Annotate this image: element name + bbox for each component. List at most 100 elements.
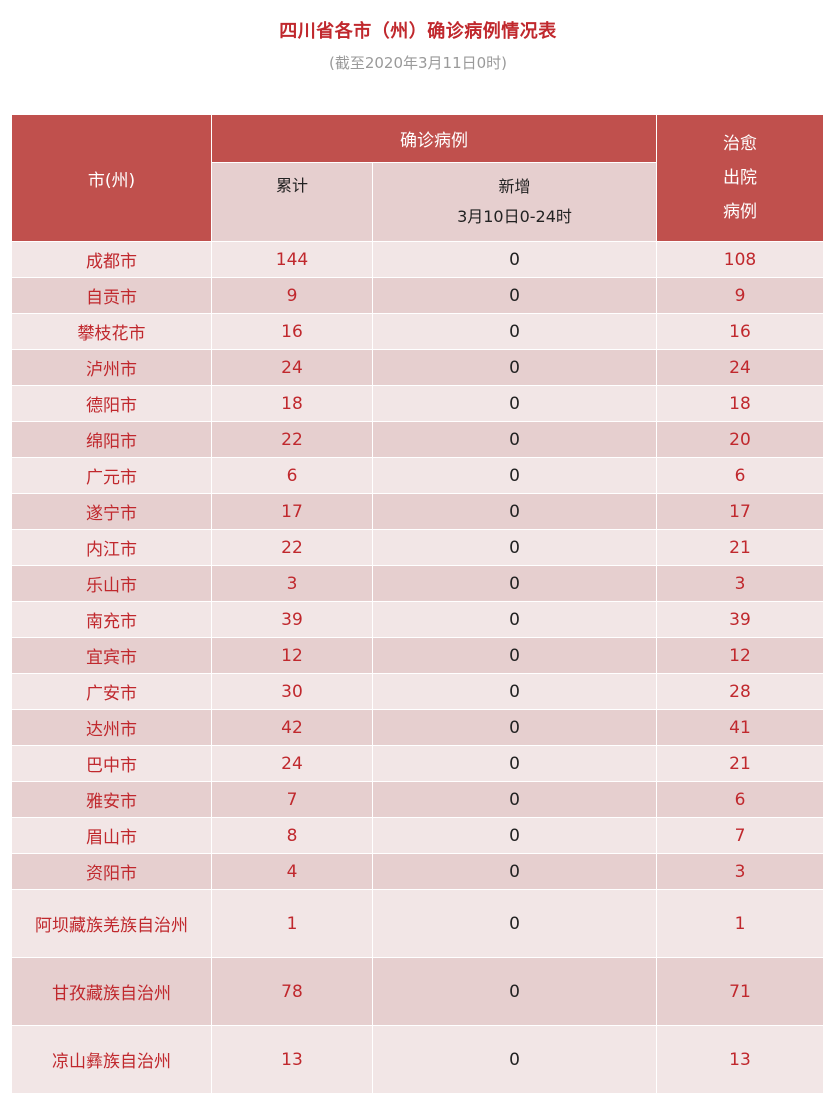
cell-recovered: 28 [656, 673, 824, 710]
table-row: 乐山市 3 0 3 [11, 565, 824, 602]
cell-city: 眉山市 [11, 817, 212, 854]
table-row: 巴中市 24 0 21 [11, 745, 824, 782]
table-row: 自贡市 9 0 9 [11, 277, 824, 314]
cell-cumulative: 22 [211, 529, 373, 566]
cell-recovered: 6 [656, 781, 824, 818]
cell-new: 0 [372, 637, 657, 674]
cell-cumulative: 39 [211, 601, 373, 638]
table-row: 达州市 42 0 41 [11, 709, 824, 746]
cell-cumulative: 12 [211, 637, 373, 674]
cell-new: 0 [372, 277, 657, 314]
cell-cumulative: 8 [211, 817, 373, 854]
table-row: 阿坝藏族羌族自治州 1 0 1 [11, 889, 824, 958]
header-cumulative: 累计 [211, 162, 373, 242]
table-row: 攀枝花市 16 0 16 [11, 313, 824, 350]
cell-recovered: 21 [656, 529, 824, 566]
cell-cumulative: 24 [211, 349, 373, 386]
cell-new: 0 [372, 241, 657, 278]
cell-recovered: 24 [656, 349, 824, 386]
cell-recovered: 20 [656, 421, 824, 458]
cell-city: 南充市 [11, 601, 212, 638]
table-row: 南充市 39 0 39 [11, 601, 824, 638]
cell-cumulative: 7 [211, 781, 373, 818]
table-row: 广元市 6 0 6 [11, 457, 824, 494]
cell-recovered: 41 [656, 709, 824, 746]
cell-city: 德阳市 [11, 385, 212, 422]
cell-new: 0 [372, 421, 657, 458]
table-row: 内江市 22 0 21 [11, 529, 824, 566]
table-row: 眉山市 8 0 7 [11, 817, 824, 854]
cell-recovered: 3 [656, 565, 824, 602]
cell-city: 乐山市 [11, 565, 212, 602]
table-row: 成都市 144 0 108 [11, 241, 824, 278]
cell-recovered: 16 [656, 313, 824, 350]
cell-new: 0 [372, 529, 657, 566]
cell-recovered: 7 [656, 817, 824, 854]
cell-city: 达州市 [11, 709, 212, 746]
cell-city: 攀枝花市 [11, 313, 212, 350]
table-body: 成都市 144 0 108 自贡市 9 0 9 攀枝花市 16 0 16 泸州市 24 0 24 德阳市 18 0 1… [11, 241, 824, 1094]
cell-cumulative: 78 [211, 957, 373, 1026]
cases-table: 市(州) 确诊病例 治愈 出院 病例 累计 新增 3月10日0-24时 成都市 1… [11, 114, 824, 1094]
cell-new: 0 [372, 817, 657, 854]
table-row: 广安市 30 0 28 [11, 673, 824, 710]
table-row: 泸州市 24 0 24 [11, 349, 824, 386]
cell-cumulative: 16 [211, 313, 373, 350]
table-row: 绵阳市 22 0 20 [11, 421, 824, 458]
cell-new: 0 [372, 745, 657, 782]
cell-city: 自贡市 [11, 277, 212, 314]
cell-recovered: 13 [656, 1025, 824, 1094]
table-header: 市(州) 确诊病例 治愈 出院 病例 累计 新增 3月10日0-24时 [11, 114, 824, 242]
cell-city: 巴中市 [11, 745, 212, 782]
cell-cumulative: 22 [211, 421, 373, 458]
header-recovered: 治愈 出院 病例 [656, 114, 824, 242]
cell-city: 泸州市 [11, 349, 212, 386]
cell-recovered: 18 [656, 385, 824, 422]
cell-cumulative: 17 [211, 493, 373, 530]
cell-city: 广元市 [11, 457, 212, 494]
cell-new: 0 [372, 313, 657, 350]
cell-city: 绵阳市 [11, 421, 212, 458]
cell-city: 宜宾市 [11, 637, 212, 674]
page-title: 四川省各市（州）确诊病例情况表 [279, 21, 557, 42]
cell-cumulative: 6 [211, 457, 373, 494]
cell-city: 甘孜藏族自治州 [11, 957, 212, 1026]
cell-cumulative: 13 [211, 1025, 373, 1094]
cell-cumulative: 9 [211, 277, 373, 314]
cell-cumulative: 42 [211, 709, 373, 746]
cell-recovered: 71 [656, 957, 824, 1026]
table-row: 德阳市 18 0 18 [11, 385, 824, 422]
cell-new: 0 [372, 565, 657, 602]
cell-city: 雅安市 [11, 781, 212, 818]
cell-city: 内江市 [11, 529, 212, 566]
cell-cumulative: 3 [211, 565, 373, 602]
cell-cumulative: 144 [211, 241, 373, 278]
cell-new: 0 [372, 349, 657, 386]
cell-city: 资阳市 [11, 853, 212, 890]
cell-new: 0 [372, 781, 657, 818]
cell-city: 广安市 [11, 673, 212, 710]
cell-city: 阿坝藏族羌族自治州 [11, 889, 212, 958]
header-recovered-line3: 病例 [723, 202, 757, 222]
cell-cumulative: 30 [211, 673, 373, 710]
cell-recovered: 12 [656, 637, 824, 674]
table-row: 宜宾市 12 0 12 [11, 637, 824, 674]
cell-recovered: 1 [656, 889, 824, 958]
cell-city: 遂宁市 [11, 493, 212, 530]
header-recovered-line2: 出院 [723, 168, 757, 188]
cell-new: 0 [372, 889, 657, 958]
header-recovered-line1: 治愈 [723, 134, 757, 154]
cell-new: 0 [372, 457, 657, 494]
cell-new: 0 [372, 709, 657, 746]
cell-recovered: 17 [656, 493, 824, 530]
cell-new: 0 [372, 601, 657, 638]
table-row: 遂宁市 17 0 17 [11, 493, 824, 530]
header-new-line1: 新增 [498, 177, 531, 196]
cell-cumulative: 18 [211, 385, 373, 422]
table-row: 甘孜藏族自治州 78 0 71 [11, 957, 824, 1026]
header-confirmed: 确诊病例 [211, 114, 657, 163]
cell-recovered: 9 [656, 277, 824, 314]
cell-recovered: 6 [656, 457, 824, 494]
cell-recovered: 21 [656, 745, 824, 782]
table-row: 凉山彝族自治州 13 0 13 [11, 1025, 824, 1094]
